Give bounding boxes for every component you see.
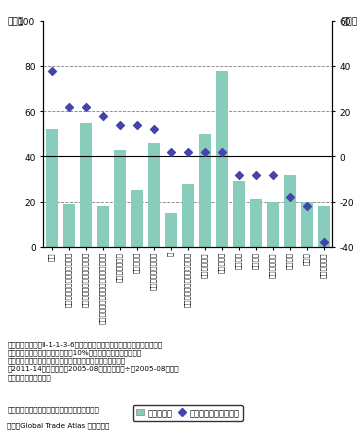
- Bar: [267, 202, 279, 247]
- Point: [287, 194, 292, 201]
- Point: [100, 113, 106, 120]
- Legend: 品目シェア, 輸出額伸び率（右軸）: 品目シェア, 輸出額伸び率（右軸）: [133, 405, 243, 421]
- Text: （％）: （％）: [341, 17, 357, 26]
- Bar: [318, 207, 330, 247]
- Bar: [199, 135, 211, 247]
- Bar: [165, 214, 177, 247]
- Point: [49, 68, 55, 75]
- Bar: [250, 200, 262, 247]
- Point: [117, 122, 123, 129]
- Point: [83, 104, 89, 111]
- Bar: [97, 207, 109, 247]
- Point: [219, 149, 225, 156]
- Bar: [148, 144, 160, 247]
- Bar: [284, 175, 296, 247]
- Text: 備考１：別記（第Ⅱ-1-1-3-6図）に基づき、数量が減少かつ単価が上昇し
ている品目のシェア（同シェアが10%以上のもののみ）。輸出額
伸び率は、単価が上昇か: 備考１：別記（第Ⅱ-1-1-3-6図）に基づき、数量が減少かつ単価が上昇し てい…: [7, 341, 179, 380]
- Bar: [182, 184, 193, 247]
- Point: [151, 127, 157, 134]
- Point: [253, 172, 258, 179]
- Point: [270, 172, 275, 179]
- Point: [134, 122, 140, 129]
- Point: [66, 104, 72, 111]
- Bar: [63, 204, 75, 247]
- Bar: [301, 202, 313, 247]
- Point: [304, 203, 309, 210]
- Text: 資料：Global Trade Atlas から作成。: 資料：Global Trade Atlas から作成。: [7, 421, 110, 427]
- Bar: [131, 191, 143, 247]
- Bar: [80, 123, 92, 247]
- Bar: [114, 150, 126, 247]
- Bar: [46, 130, 58, 247]
- Text: （％）: （％）: [7, 17, 23, 26]
- Text: 備考２：鉄镃製品、非鉄金属は、くずを除く。: 備考２：鉄镃製品、非鉄金属は、くずを除く。: [7, 406, 99, 412]
- Bar: [216, 71, 228, 247]
- Point: [321, 240, 326, 247]
- Bar: [233, 182, 245, 247]
- Point: [202, 149, 208, 156]
- Point: [185, 149, 191, 156]
- Point: [168, 149, 174, 156]
- Point: [236, 172, 242, 179]
